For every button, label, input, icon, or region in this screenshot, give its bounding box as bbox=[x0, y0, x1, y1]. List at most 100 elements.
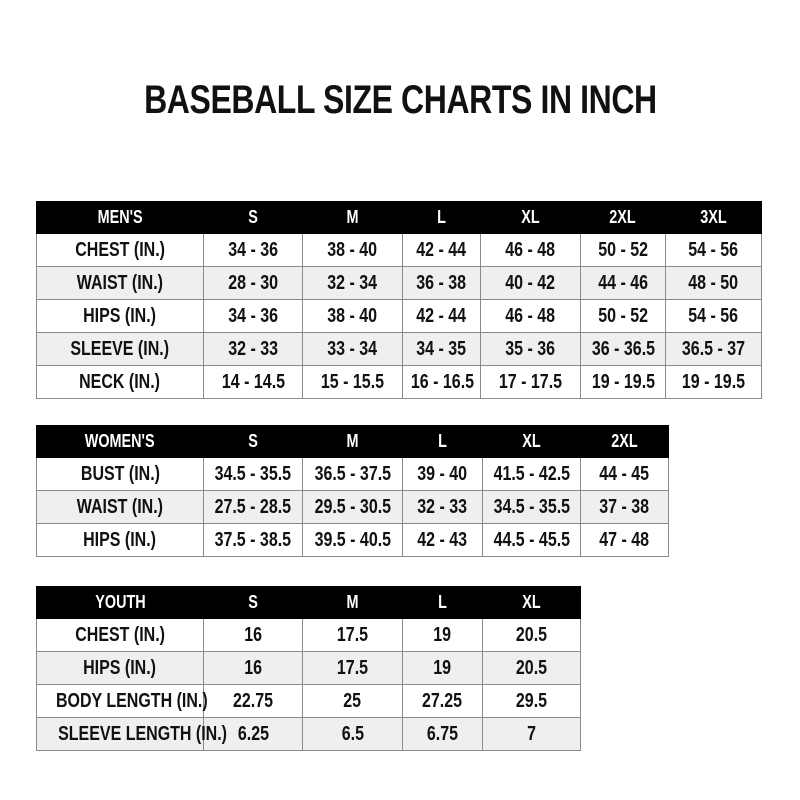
size-value: 16 bbox=[203, 651, 303, 685]
size-value: 39.5 - 40.5 bbox=[302, 523, 403, 557]
size-value: 47 - 48 bbox=[580, 523, 669, 557]
measurement-label: SLEEVE LENGTH (IN.) bbox=[36, 717, 227, 751]
size-value: 37 - 38 bbox=[580, 490, 669, 524]
size-value: 41.5 - 42.5 bbox=[482, 457, 581, 491]
size-header: 2XL bbox=[580, 201, 666, 234]
size-value: 50 - 52 bbox=[580, 233, 666, 267]
size-value: 42 - 44 bbox=[402, 299, 481, 333]
size-value: 34 - 35 bbox=[402, 332, 481, 366]
size-value: 16 bbox=[203, 618, 303, 652]
size-header: L bbox=[402, 425, 483, 458]
size-value: 19 bbox=[402, 651, 483, 685]
measurement-label: CHEST (IN.) bbox=[36, 618, 204, 652]
measurement-label: CHEST (IN.) bbox=[36, 233, 204, 267]
category-header: WOMEN'S bbox=[36, 425, 204, 458]
size-value: 34 - 36 bbox=[203, 299, 303, 333]
size-value: 29.5 bbox=[482, 684, 581, 718]
size-value: 16 - 16.5 bbox=[402, 365, 481, 399]
size-value: 44 - 45 bbox=[580, 457, 669, 491]
size-value: 19 bbox=[402, 618, 483, 652]
size-value: 42 - 43 bbox=[402, 523, 483, 557]
measurement-label: BODY LENGTH (IN.) bbox=[36, 684, 208, 718]
size-value: 38 - 40 bbox=[302, 233, 403, 267]
size-value: 36.5 - 37.5 bbox=[302, 457, 403, 491]
measurement-label: HIPS (IN.) bbox=[36, 299, 204, 333]
size-value: 17 - 17.5 bbox=[480, 365, 581, 399]
size-value: 28 - 30 bbox=[203, 266, 303, 300]
size-value: 54 - 56 bbox=[665, 299, 762, 333]
size-value: 15 - 15.5 bbox=[302, 365, 403, 399]
size-value: 7 bbox=[482, 717, 581, 751]
size-header: S bbox=[203, 201, 303, 234]
header-row: YOUTH S M L XL bbox=[36, 586, 581, 619]
table-row: BUST (IN.) 34.5 - 35.5 36.5 - 37.5 39 - 40 4… bbox=[36, 457, 669, 491]
size-value: 36 - 38 bbox=[402, 266, 481, 300]
measurement-label: HIPS (IN.) bbox=[36, 651, 204, 685]
category-header: MEN'S bbox=[36, 201, 204, 234]
size-value: 40 - 42 bbox=[480, 266, 581, 300]
page-title: BASEBALL SIZE CHARTS IN INCH bbox=[143, 78, 657, 122]
size-value: 39 - 40 bbox=[402, 457, 483, 491]
size-value: 46 - 48 bbox=[480, 299, 581, 333]
size-header: M bbox=[302, 586, 403, 619]
size-value: 6.5 bbox=[302, 717, 403, 751]
size-header: L bbox=[402, 201, 481, 234]
size-value: 42 - 44 bbox=[402, 233, 481, 267]
size-value: 32 - 33 bbox=[402, 490, 483, 524]
measurement-label: HIPS (IN.) bbox=[36, 523, 204, 557]
womens-size-table: WOMEN'S S M L XL 2XL BUST (IN.) 34.5 - 35.5 36.5… bbox=[36, 425, 669, 557]
size-value: 19 - 19.5 bbox=[580, 365, 666, 399]
size-value: 36 - 36.5 bbox=[580, 332, 666, 366]
size-header: S bbox=[203, 425, 303, 458]
size-header: XL bbox=[482, 586, 581, 619]
size-header: M bbox=[302, 425, 403, 458]
size-value: 32 - 34 bbox=[302, 266, 403, 300]
size-value: 44 - 46 bbox=[580, 266, 666, 300]
table-row: WAIST (IN.) 27.5 - 28.5 29.5 - 30.5 32 - 33… bbox=[36, 490, 669, 524]
table-row: CHEST (IN.) 34 - 36 38 - 40 42 - 44 46 - 48 5… bbox=[36, 233, 762, 267]
size-header: XL bbox=[482, 425, 581, 458]
size-header: XL bbox=[480, 201, 581, 234]
table-row: SLEEVE (IN.) 32 - 33 33 - 34 34 - 35 35 - 36… bbox=[36, 332, 762, 366]
size-value: 48 - 50 bbox=[665, 266, 762, 300]
size-value: 22.75 bbox=[203, 684, 303, 718]
size-value: 34 - 36 bbox=[203, 233, 303, 267]
size-value: 27.25 bbox=[402, 684, 483, 718]
size-value: 44.5 - 45.5 bbox=[482, 523, 581, 557]
header-row: MEN'S S M L XL 2XL 3XL bbox=[36, 201, 762, 234]
size-value: 37.5 - 38.5 bbox=[203, 523, 303, 557]
size-header: L bbox=[402, 586, 483, 619]
size-value: 33 - 34 bbox=[302, 332, 403, 366]
youth-size-table: YOUTH S M L XL CHEST (IN.) 16 17.5 19 20.5 HIPS (I… bbox=[36, 586, 581, 751]
size-header: S bbox=[203, 586, 303, 619]
table-row: WAIST (IN.) 28 - 30 32 - 34 36 - 38 40 - 42 4… bbox=[36, 266, 762, 300]
table-row: BODY LENGTH (IN.) 22.75 25 27.25 29.5 bbox=[36, 684, 581, 718]
size-value: 27.5 - 28.5 bbox=[203, 490, 303, 524]
header-row: WOMEN'S S M L XL 2XL bbox=[36, 425, 669, 458]
table-row: HIPS (IN.) 34 - 36 38 - 40 42 - 44 46 - 48 50… bbox=[36, 299, 762, 333]
table-row: HIPS (IN.) 37.5 - 38.5 39.5 - 40.5 42 - 43 4… bbox=[36, 523, 669, 557]
table-row: HIPS (IN.) 16 17.5 19 20.5 bbox=[36, 651, 581, 685]
size-value: 6.75 bbox=[402, 717, 483, 751]
measurement-label: WAIST (IN.) bbox=[36, 266, 204, 300]
table-row: CHEST (IN.) 16 17.5 19 20.5 bbox=[36, 618, 581, 652]
size-value: 17.5 bbox=[302, 618, 403, 652]
size-value: 36.5 - 37 bbox=[665, 332, 762, 366]
measurement-label: NECK (IN.) bbox=[36, 365, 204, 399]
measurement-label: SLEEVE (IN.) bbox=[36, 332, 204, 366]
size-value: 17.5 bbox=[302, 651, 403, 685]
size-value: 34.5 - 35.5 bbox=[203, 457, 303, 491]
size-header: M bbox=[302, 201, 403, 234]
size-header: 3XL bbox=[665, 201, 762, 234]
table-row: NECK (IN.) 14 - 14.5 15 - 15.5 16 - 16.5 17 … bbox=[36, 365, 762, 399]
size-value: 25 bbox=[302, 684, 403, 718]
table-row: SLEEVE LENGTH (IN.) 6.25 6.5 6.75 7 bbox=[36, 717, 581, 751]
size-value: 19 - 19.5 bbox=[665, 365, 762, 399]
size-value: 54 - 56 bbox=[665, 233, 762, 267]
size-value: 20.5 bbox=[482, 651, 581, 685]
size-value: 6.25 bbox=[203, 717, 303, 751]
size-value: 20.5 bbox=[482, 618, 581, 652]
category-header: YOUTH bbox=[36, 586, 204, 619]
mens-size-table: MEN'S S M L XL 2XL 3XL CHEST (IN.) 34 - 36 38 - 4… bbox=[36, 201, 762, 399]
size-header: 2XL bbox=[580, 425, 669, 458]
